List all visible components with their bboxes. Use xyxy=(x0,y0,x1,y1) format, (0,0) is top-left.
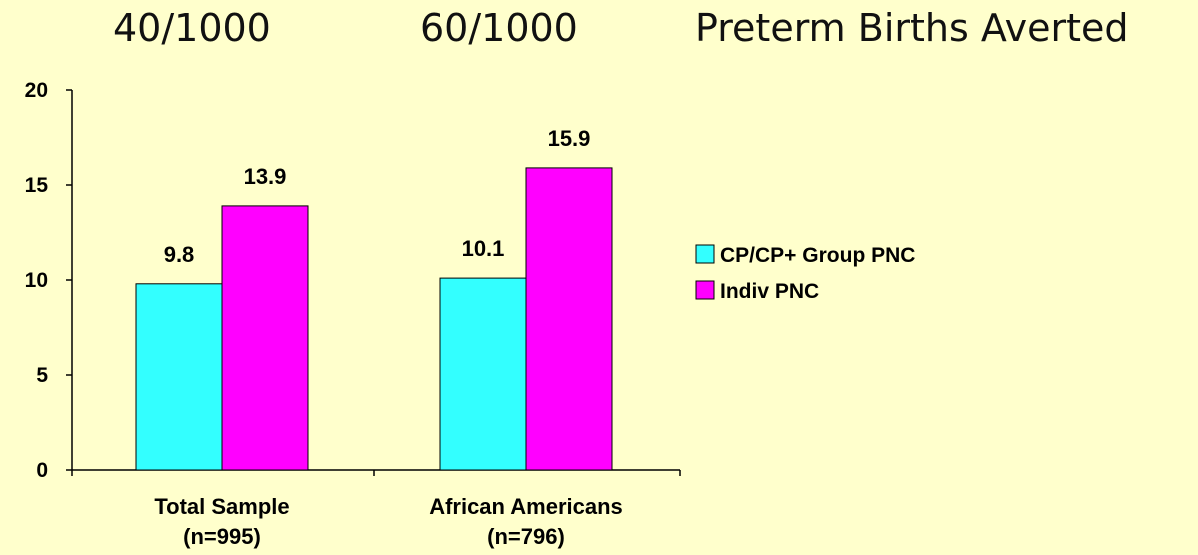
legend-label-0: CP/CP+ Group PNC xyxy=(720,244,915,267)
data-label: 9.8 xyxy=(164,242,195,267)
bar-0-1 xyxy=(221,205,309,471)
x-category-label: (n=995) xyxy=(183,524,261,549)
y-tick-label: 5 xyxy=(36,364,48,387)
bar-1-1 xyxy=(525,167,613,471)
bar-0-0 xyxy=(135,283,223,471)
legend-label-1: Indiv PNC xyxy=(720,280,819,303)
x-category-label: Total Sample xyxy=(154,494,289,519)
y-tick-label: 0 xyxy=(36,459,48,482)
rate-total-header: 40/1000 xyxy=(113,6,271,50)
data-label: 15.9 xyxy=(548,126,591,151)
y-tick-label: 10 xyxy=(25,269,48,292)
data-label: 10.1 xyxy=(462,236,505,261)
rate-african-americans-header: 60/1000 xyxy=(420,6,578,50)
data-label: 13.9 xyxy=(244,164,287,189)
legend-swatch-1 xyxy=(695,280,715,300)
y-tick-label: 20 xyxy=(25,79,48,102)
x-category-label: African Americans xyxy=(429,494,623,519)
y-tick-label: 15 xyxy=(25,174,49,197)
x-category-label: (n=796) xyxy=(487,524,565,549)
legend-swatch-0 xyxy=(695,244,715,264)
chart-title: Preterm Births Averted xyxy=(695,6,1129,50)
bar-1-0 xyxy=(439,277,527,471)
